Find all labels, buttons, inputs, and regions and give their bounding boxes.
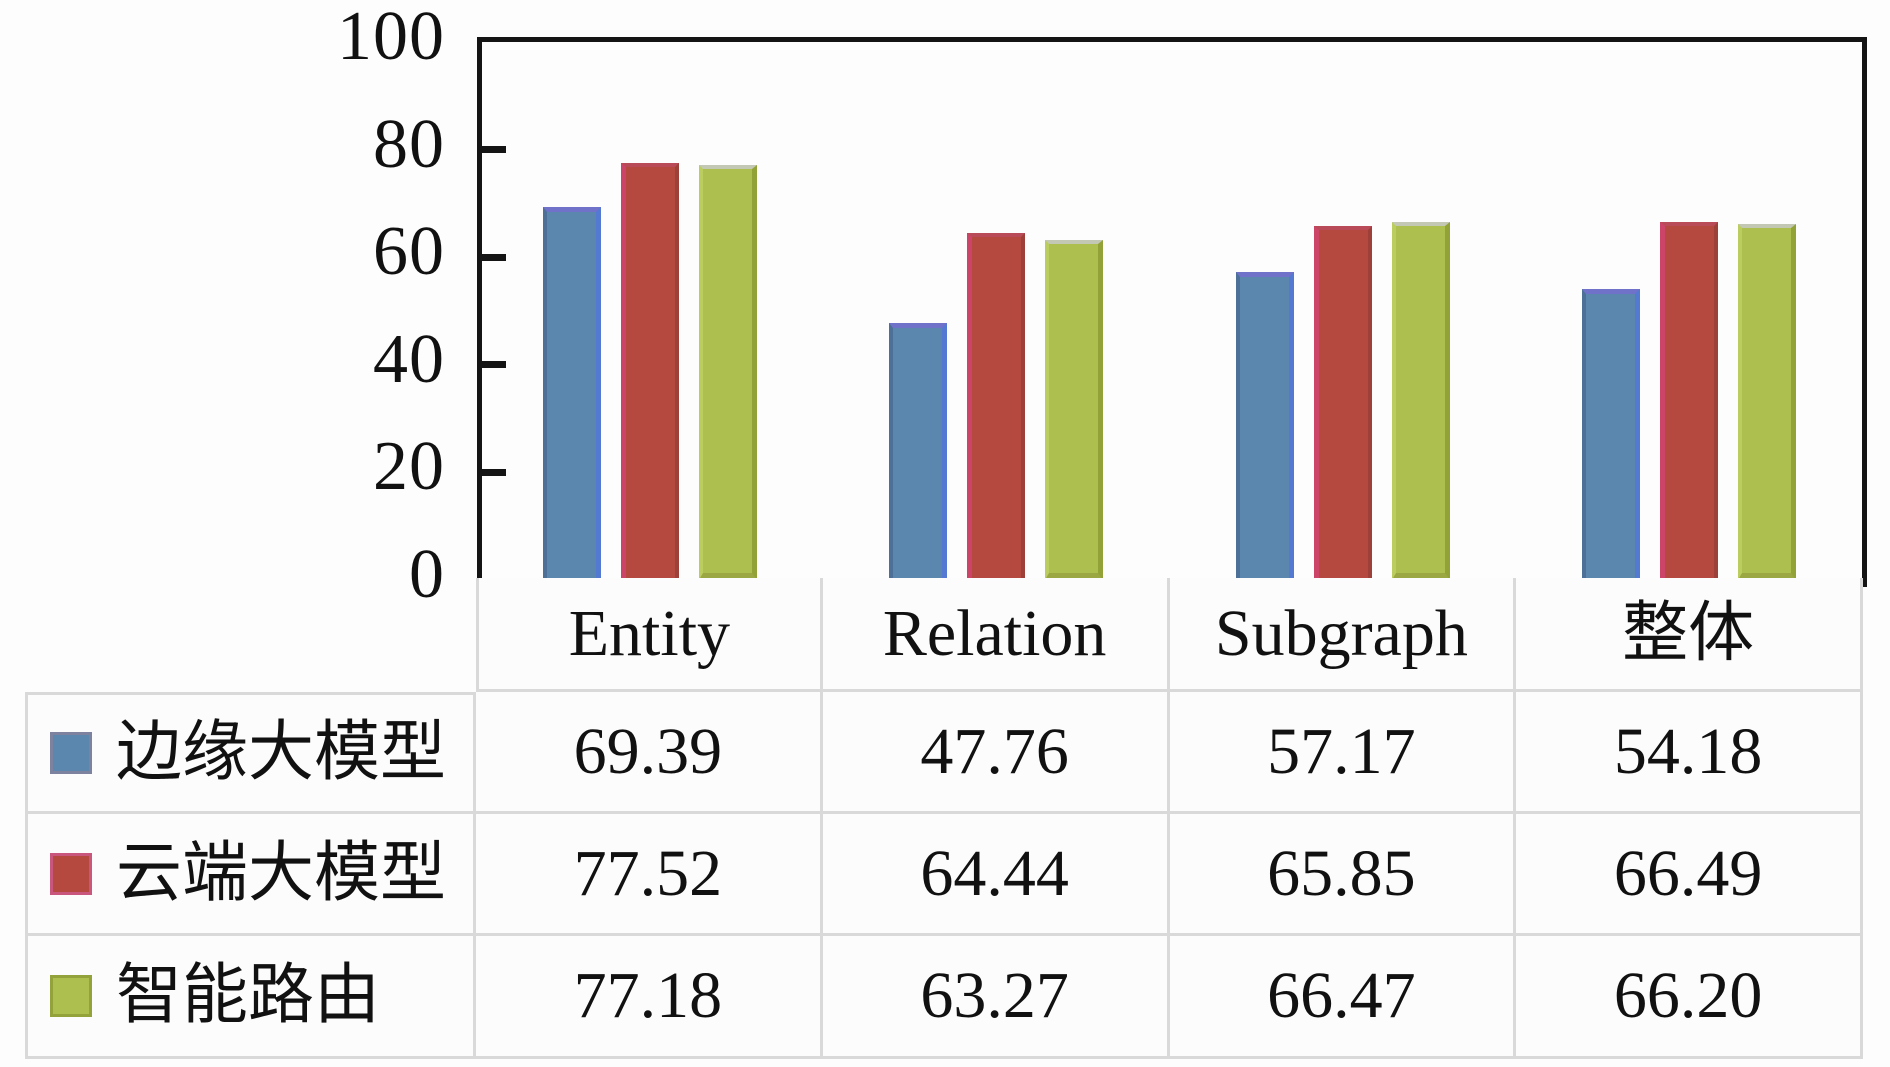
y-tick-mark-20	[482, 468, 506, 476]
value-cell-cloud-llm-relation: 64.44	[822, 814, 1170, 936]
value-cell-smart-routing-overall: 66.20	[1516, 936, 1863, 1059]
y-tick-mark-40	[482, 361, 506, 369]
bar-cloud-llm-relation	[967, 233, 1026, 580]
column-header-subgraph: Subgraph	[1169, 578, 1517, 692]
data-table: Entity Relation Subgraph 整体 边缘大模型 69.39 47.76 5…	[25, 578, 1863, 1059]
value-cell-cloud-llm-subgraph: 65.85	[1169, 814, 1517, 936]
legend-label-edge-llm: 边缘大模型	[116, 716, 446, 789]
bar-edge-llm-entity	[543, 206, 601, 580]
bar-edge-llm-overall	[1581, 288, 1640, 580]
y-tick-mark-60	[482, 253, 506, 261]
bar-cloud-llm-subgraph	[1313, 225, 1372, 580]
bar-smart-routing-subgraph	[1391, 222, 1450, 580]
value-cell-smart-routing-relation: 63.27	[822, 936, 1170, 1059]
value-cell-cloud-llm-entity: 77.52	[476, 814, 823, 936]
legend-cell-edge-llm: 边缘大模型	[25, 692, 476, 814]
bar-cloud-llm-entity	[621, 162, 679, 580]
bar-edge-llm-relation	[889, 323, 948, 580]
y-axis-label-100: 100	[337, 0, 445, 75]
bar-smart-routing-entity	[699, 164, 757, 580]
bar-edge-llm-subgraph	[1235, 272, 1294, 580]
column-header-entity: Entity	[476, 578, 823, 692]
bar-cloud-llm-overall	[1659, 222, 1718, 580]
y-tick-mark-80	[482, 146, 506, 154]
legend-label-cloud-llm: 云端大模型	[116, 836, 446, 910]
legend-cell-cloud-llm: 云端大模型	[25, 814, 476, 936]
value-cell-edge-llm-entity: 69.39	[476, 692, 823, 814]
legend-label-smart-routing: 智能路由	[116, 959, 380, 1032]
value-cell-edge-llm-relation: 47.76	[822, 692, 1170, 814]
column-header-overall: 整体	[1516, 578, 1863, 692]
y-axis-label-40: 40	[373, 320, 445, 398]
value-cell-edge-llm-subgraph: 57.17	[1169, 692, 1517, 814]
value-cell-cloud-llm-overall: 66.49	[1516, 814, 1863, 936]
bar-smart-routing-overall	[1737, 223, 1796, 580]
value-cell-smart-routing-subgraph: 66.47	[1169, 936, 1517, 1059]
plot-area	[477, 37, 1867, 587]
legend-swatch-edge-llm	[50, 732, 92, 774]
y-axis-label-80: 80	[373, 105, 445, 183]
legend-swatch-smart-routing	[50, 975, 92, 1017]
value-cell-edge-llm-overall: 54.18	[1516, 692, 1863, 814]
column-header-relation: Relation	[822, 578, 1170, 692]
legend-cell-smart-routing: 智能路由	[25, 936, 476, 1059]
bar-smart-routing-relation	[1045, 239, 1104, 580]
value-cell-smart-routing-entity: 77.18	[476, 936, 823, 1059]
legend-swatch-cloud-llm	[50, 852, 92, 895]
y-axis-label-0: 0	[409, 536, 445, 613]
table-corner-empty	[25, 578, 476, 692]
y-axis-label-20: 20	[373, 428, 445, 506]
y-axis-label-60: 60	[373, 213, 445, 291]
